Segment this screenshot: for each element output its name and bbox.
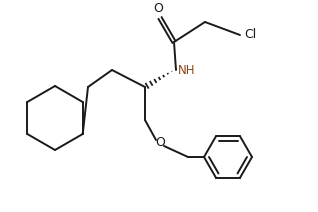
Text: NH: NH: [178, 64, 196, 77]
Text: O: O: [155, 137, 165, 149]
Text: Cl: Cl: [244, 28, 256, 42]
Text: O: O: [153, 3, 163, 15]
